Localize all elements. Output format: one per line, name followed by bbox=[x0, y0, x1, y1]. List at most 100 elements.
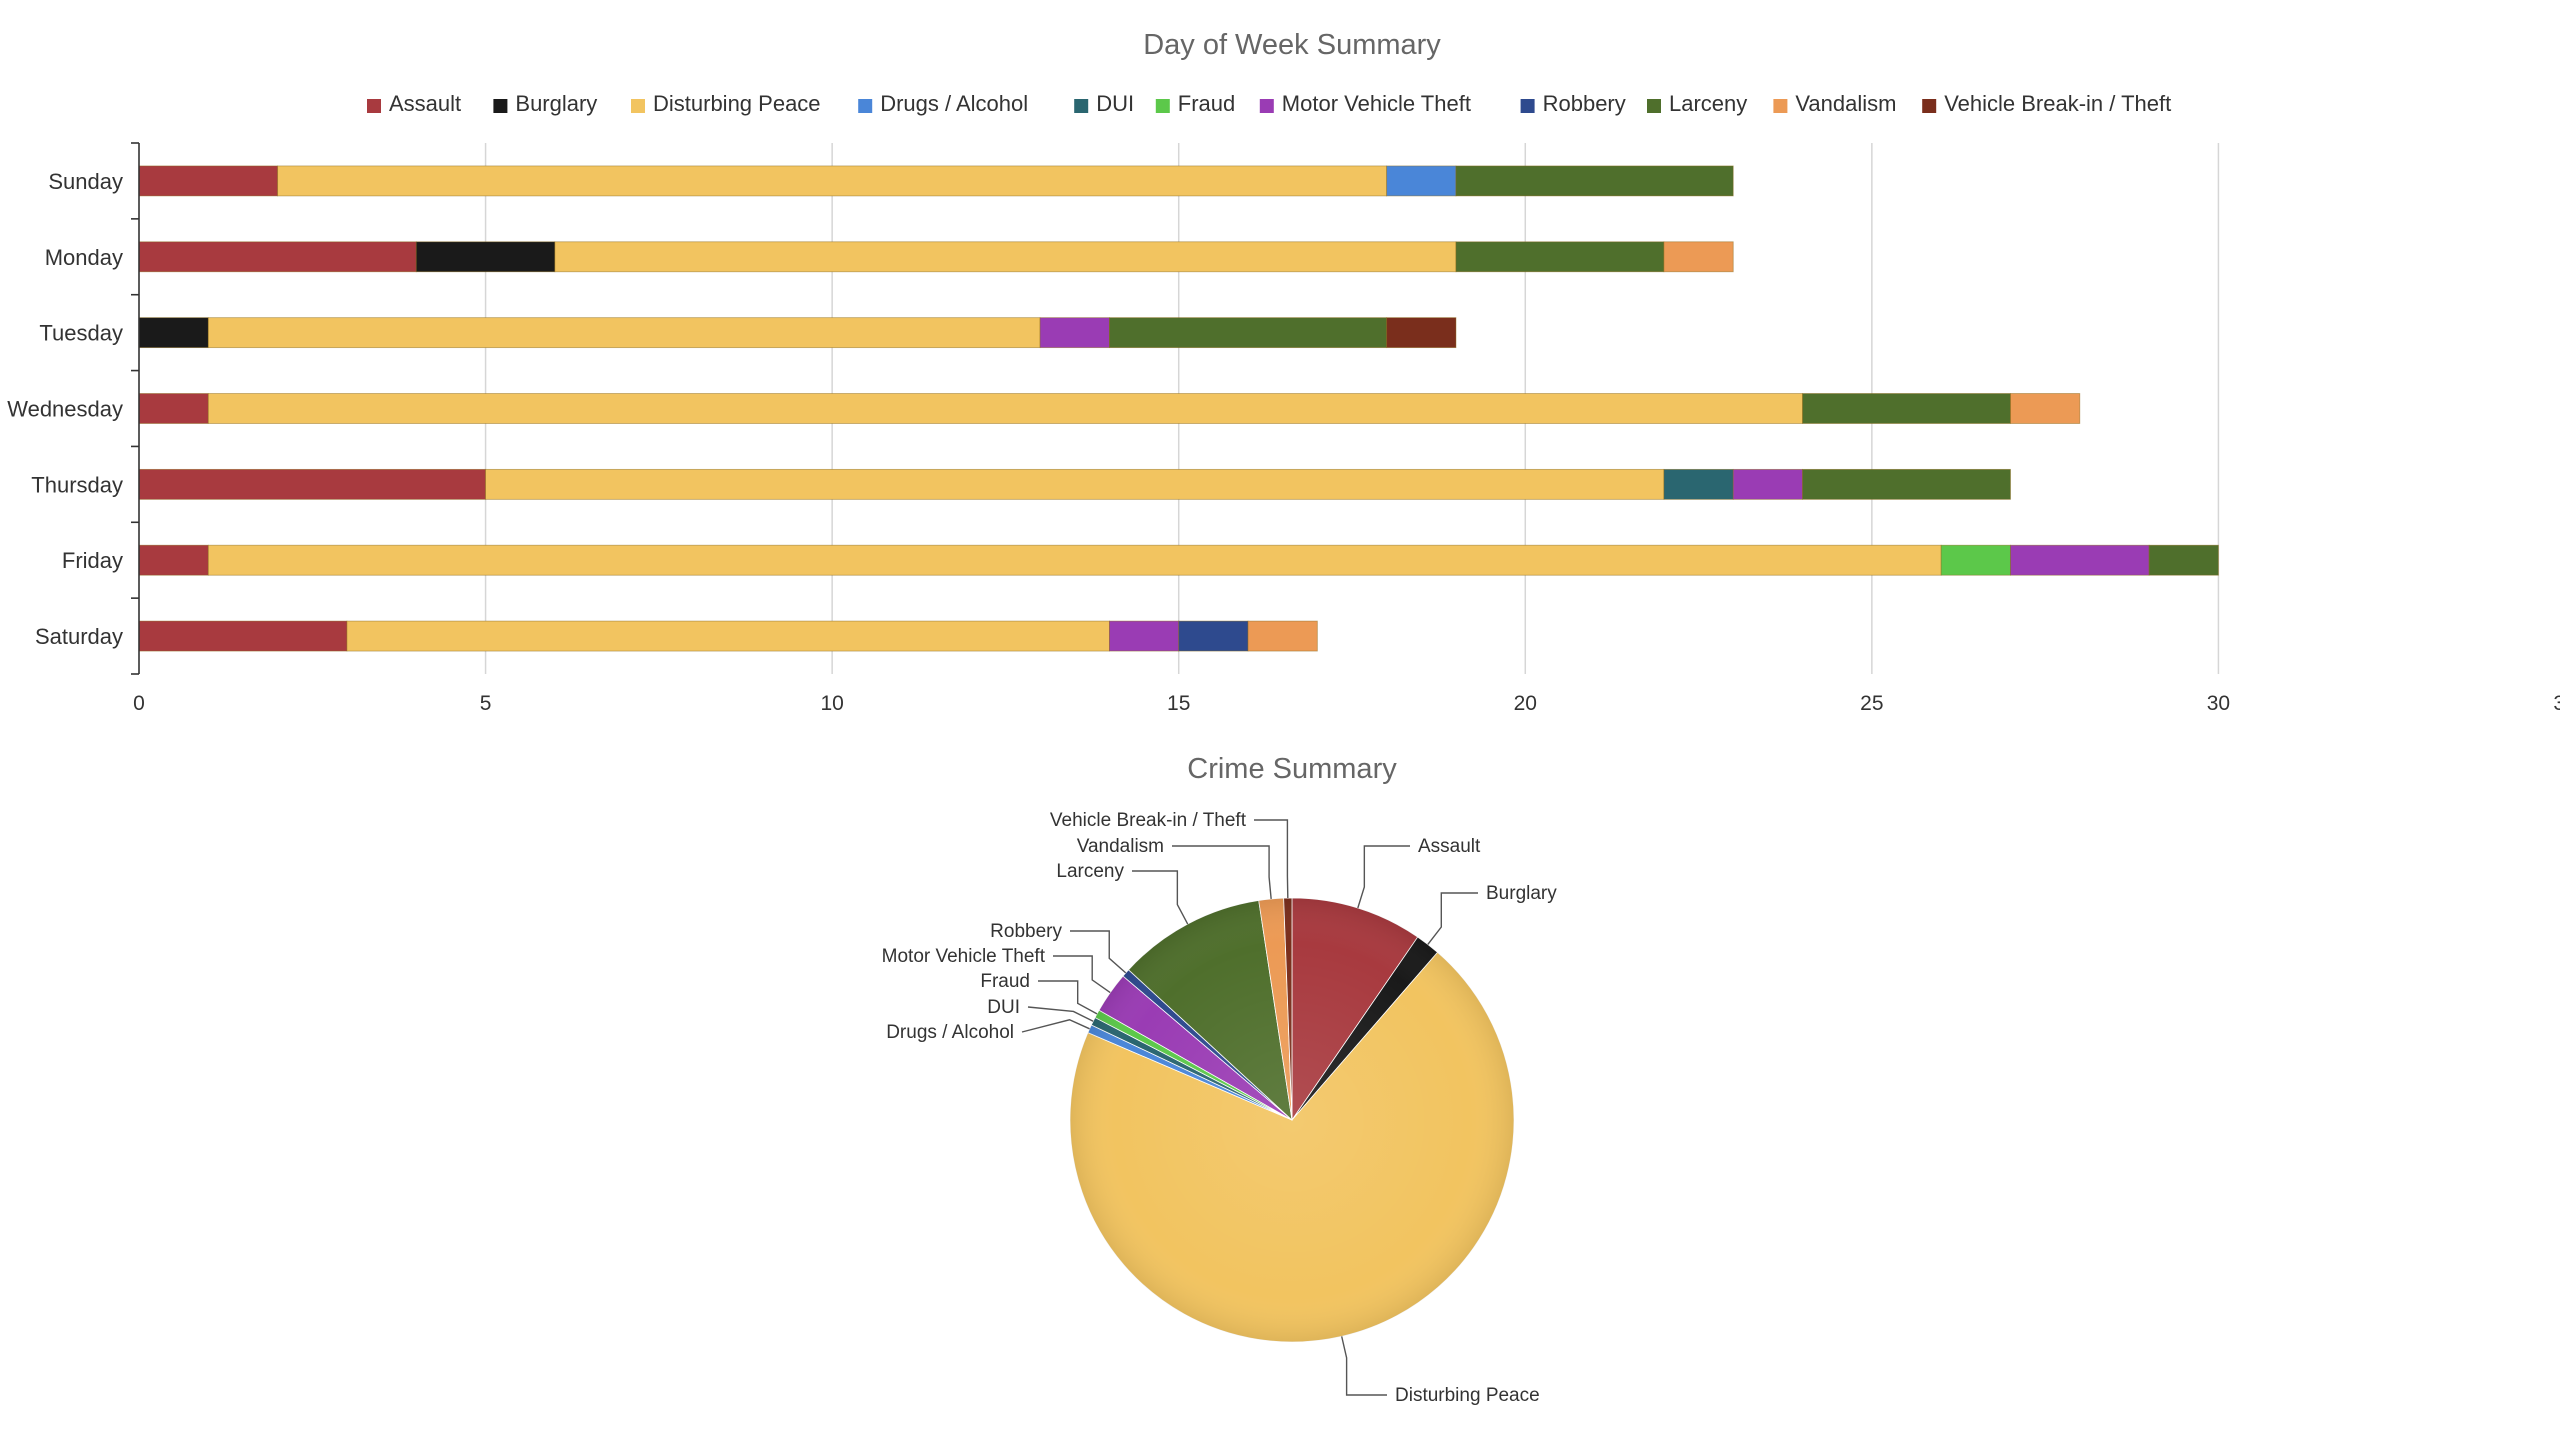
day-of-week-bar-chart: Day of Week Summary Assault Burglary Distu… bbox=[7, 29, 2560, 715]
x-tick-label-25: 25 bbox=[1860, 692, 1883, 715]
pie-label-burglary: Burglary bbox=[1486, 883, 1557, 904]
legend-swatch-drugs-alcohol bbox=[858, 99, 873, 113]
bar-saturday-motor-vehicle-theft[interactable] bbox=[1109, 620, 1180, 652]
pie-label-drugs-alcohol: Drugs / Alcohol bbox=[886, 1022, 1014, 1043]
legend-item-burglary[interactable]: Burglary bbox=[493, 91, 597, 116]
pie-chart-slices bbox=[1069, 897, 1515, 1343]
pie-label-vehicle-break-in-theft: Vehicle Break-in / Theft bbox=[1050, 810, 1247, 831]
pie-leader-assault bbox=[1357, 845, 1410, 909]
bar-sunday-drugs-alcohol[interactable] bbox=[1386, 165, 1457, 197]
bar-sunday-assault[interactable] bbox=[138, 165, 279, 197]
pie-chart-labels: Assault Burglary Disturbing Peace Drugs / A… bbox=[882, 810, 1558, 1406]
legend-item-vehicle-break-in-theft[interactable]: Vehicle Break-in / Theft bbox=[1922, 91, 2171, 116]
legend-item-drugs-alcohol[interactable]: Drugs / Alcohol bbox=[858, 91, 1028, 116]
bar-thursday-motor-vehicle-theft[interactable] bbox=[1732, 468, 1803, 500]
bar-friday-fraud[interactable] bbox=[1940, 544, 2011, 576]
bar-saturday-vandalism[interactable] bbox=[1247, 620, 1318, 652]
bar-thursday-larceny[interactable] bbox=[1802, 468, 2011, 500]
bar-wednesday-assault[interactable] bbox=[138, 393, 209, 424]
bar-chart-bars bbox=[138, 165, 2219, 652]
pie-leader-motor-vehicle-theft bbox=[1053, 955, 1111, 994]
pie-label-fraud: Fraud bbox=[980, 971, 1030, 992]
legend-label-burglary: Burglary bbox=[515, 91, 597, 116]
legend-item-larceny[interactable]: Larceny bbox=[1647, 91, 1747, 116]
bar-friday-assault[interactable] bbox=[138, 544, 209, 576]
x-tick-label-10: 10 bbox=[820, 692, 843, 715]
pie-label-assault: Assault bbox=[1418, 836, 1481, 857]
bar-tuesday-disturbing-peace[interactable] bbox=[207, 317, 1041, 349]
pie-leader-vehicle-break-in-theft bbox=[1254, 819, 1289, 899]
bar-saturday-assault[interactable] bbox=[138, 620, 348, 652]
x-tick-label-35: 35 bbox=[2553, 692, 2560, 715]
x-tick-label-20: 20 bbox=[1514, 692, 1537, 715]
bar-chart-legend: Assault Burglary Disturbing Peace Drugs / A… bbox=[367, 91, 2171, 116]
bar-friday-motor-vehicle-theft[interactable] bbox=[2010, 544, 2150, 576]
legend-swatch-disturbing-peace bbox=[631, 99, 645, 113]
pie-label-dui: DUI bbox=[987, 997, 1020, 1018]
bar-monday-burglary[interactable] bbox=[415, 241, 556, 273]
legend-item-vandalism[interactable]: Vandalism bbox=[1773, 91, 1896, 116]
bar-monday-disturbing-peace[interactable] bbox=[554, 241, 1457, 273]
legend-item-fraud[interactable]: Fraud bbox=[1155, 91, 1235, 116]
pie-leader-fraud bbox=[1038, 980, 1098, 1015]
bar-thursday-disturbing-peace[interactable] bbox=[485, 468, 1665, 500]
legend-swatch-assault bbox=[367, 99, 381, 113]
bar-saturday-disturbing-peace[interactable] bbox=[346, 620, 1110, 652]
y-tick-label-monday: Monday bbox=[45, 245, 123, 270]
y-tick-label-wednesday: Wednesday bbox=[7, 397, 123, 422]
bar-sunday-larceny[interactable] bbox=[1455, 165, 1734, 197]
bar-wednesday-vandalism[interactable] bbox=[2010, 393, 2081, 424]
legend-item-robbery[interactable]: Robbery bbox=[1520, 91, 1626, 116]
legend-label-robbery: Robbery bbox=[1543, 91, 1626, 116]
bar-sunday-disturbing-peace[interactable] bbox=[277, 165, 1388, 197]
pie-label-robbery: Robbery bbox=[990, 921, 1062, 942]
bar-chart-axes: Sunday Monday Tuesday Wednesday Thursday Frid… bbox=[7, 142, 2560, 715]
legend-item-motor-vehicle-theft[interactable]: Motor Vehicle Theft bbox=[1259, 91, 1471, 116]
bar-monday-larceny[interactable] bbox=[1455, 241, 1665, 273]
legend-label-vehicle-break-in-theft: Vehicle Break-in / Theft bbox=[1944, 91, 2171, 116]
legend-label-dui: DUI bbox=[1096, 91, 1134, 116]
legend-swatch-vehicle-break-in-theft bbox=[1922, 99, 1937, 113]
bar-wednesday-disturbing-peace[interactable] bbox=[207, 393, 1803, 424]
legend-swatch-burglary bbox=[493, 99, 508, 113]
bar-monday-assault[interactable] bbox=[138, 241, 417, 273]
bar-thursday-assault[interactable] bbox=[138, 468, 486, 500]
bar-wednesday-larceny[interactable] bbox=[1802, 393, 2011, 424]
bar-tuesday-vehicle-break-in-theft[interactable] bbox=[1386, 317, 1457, 349]
bar-chart-title: Day of Week Summary bbox=[1143, 29, 1441, 61]
legend-swatch-motor-vehicle-theft bbox=[1259, 99, 1274, 113]
legend-label-drugs-alcohol: Drugs / Alcohol bbox=[880, 91, 1028, 116]
y-tick-label-thursday: Thursday bbox=[31, 472, 123, 497]
bar-monday-vandalism[interactable] bbox=[1663, 241, 1734, 273]
legend-swatch-dui bbox=[1074, 99, 1089, 113]
bar-tuesday-motor-vehicle-theft[interactable] bbox=[1039, 317, 1110, 349]
bar-tuesday-larceny[interactable] bbox=[1109, 317, 1388, 349]
pie-leader-robbery bbox=[1070, 930, 1127, 974]
bar-friday-disturbing-peace[interactable] bbox=[207, 544, 1942, 576]
y-tick-label-sunday: Sunday bbox=[48, 169, 123, 194]
pie-label-larceny: Larceny bbox=[1056, 861, 1124, 882]
legend-swatch-larceny bbox=[1647, 99, 1661, 113]
bar-tuesday-burglary[interactable] bbox=[138, 317, 209, 349]
pie-leader-disturbing-peace bbox=[1341, 1336, 1387, 1396]
legend-swatch-fraud bbox=[1155, 99, 1170, 113]
bar-thursday-dui[interactable] bbox=[1663, 468, 1734, 500]
x-tick-label-0: 0 bbox=[133, 692, 145, 715]
pie-leader-vandalism bbox=[1172, 845, 1272, 900]
bar-friday-larceny[interactable] bbox=[2148, 544, 2219, 576]
legend-item-assault[interactable]: Assault bbox=[367, 91, 461, 116]
legend-item-dui[interactable]: DUI bbox=[1074, 91, 1134, 116]
pie-leader-dui bbox=[1027, 1006, 1094, 1022]
legend-label-disturbing-peace: Disturbing Peace bbox=[653, 91, 821, 116]
legend-label-larceny: Larceny bbox=[1669, 91, 1747, 116]
bar-saturday-robbery[interactable] bbox=[1178, 620, 1249, 652]
legend-label-vandalism: Vandalism bbox=[1795, 91, 1896, 116]
pie-label-motor-vehicle-theft: Motor Vehicle Theft bbox=[882, 946, 1046, 967]
y-tick-label-friday: Friday bbox=[62, 548, 123, 573]
pie-leader-burglary bbox=[1427, 892, 1478, 945]
pie-label-vandalism: Vandalism bbox=[1077, 836, 1164, 857]
x-tick-label-30: 30 bbox=[2207, 692, 2230, 715]
legend-item-disturbing-peace[interactable]: Disturbing Peace bbox=[631, 91, 821, 116]
pie-shading bbox=[1070, 898, 1514, 1342]
